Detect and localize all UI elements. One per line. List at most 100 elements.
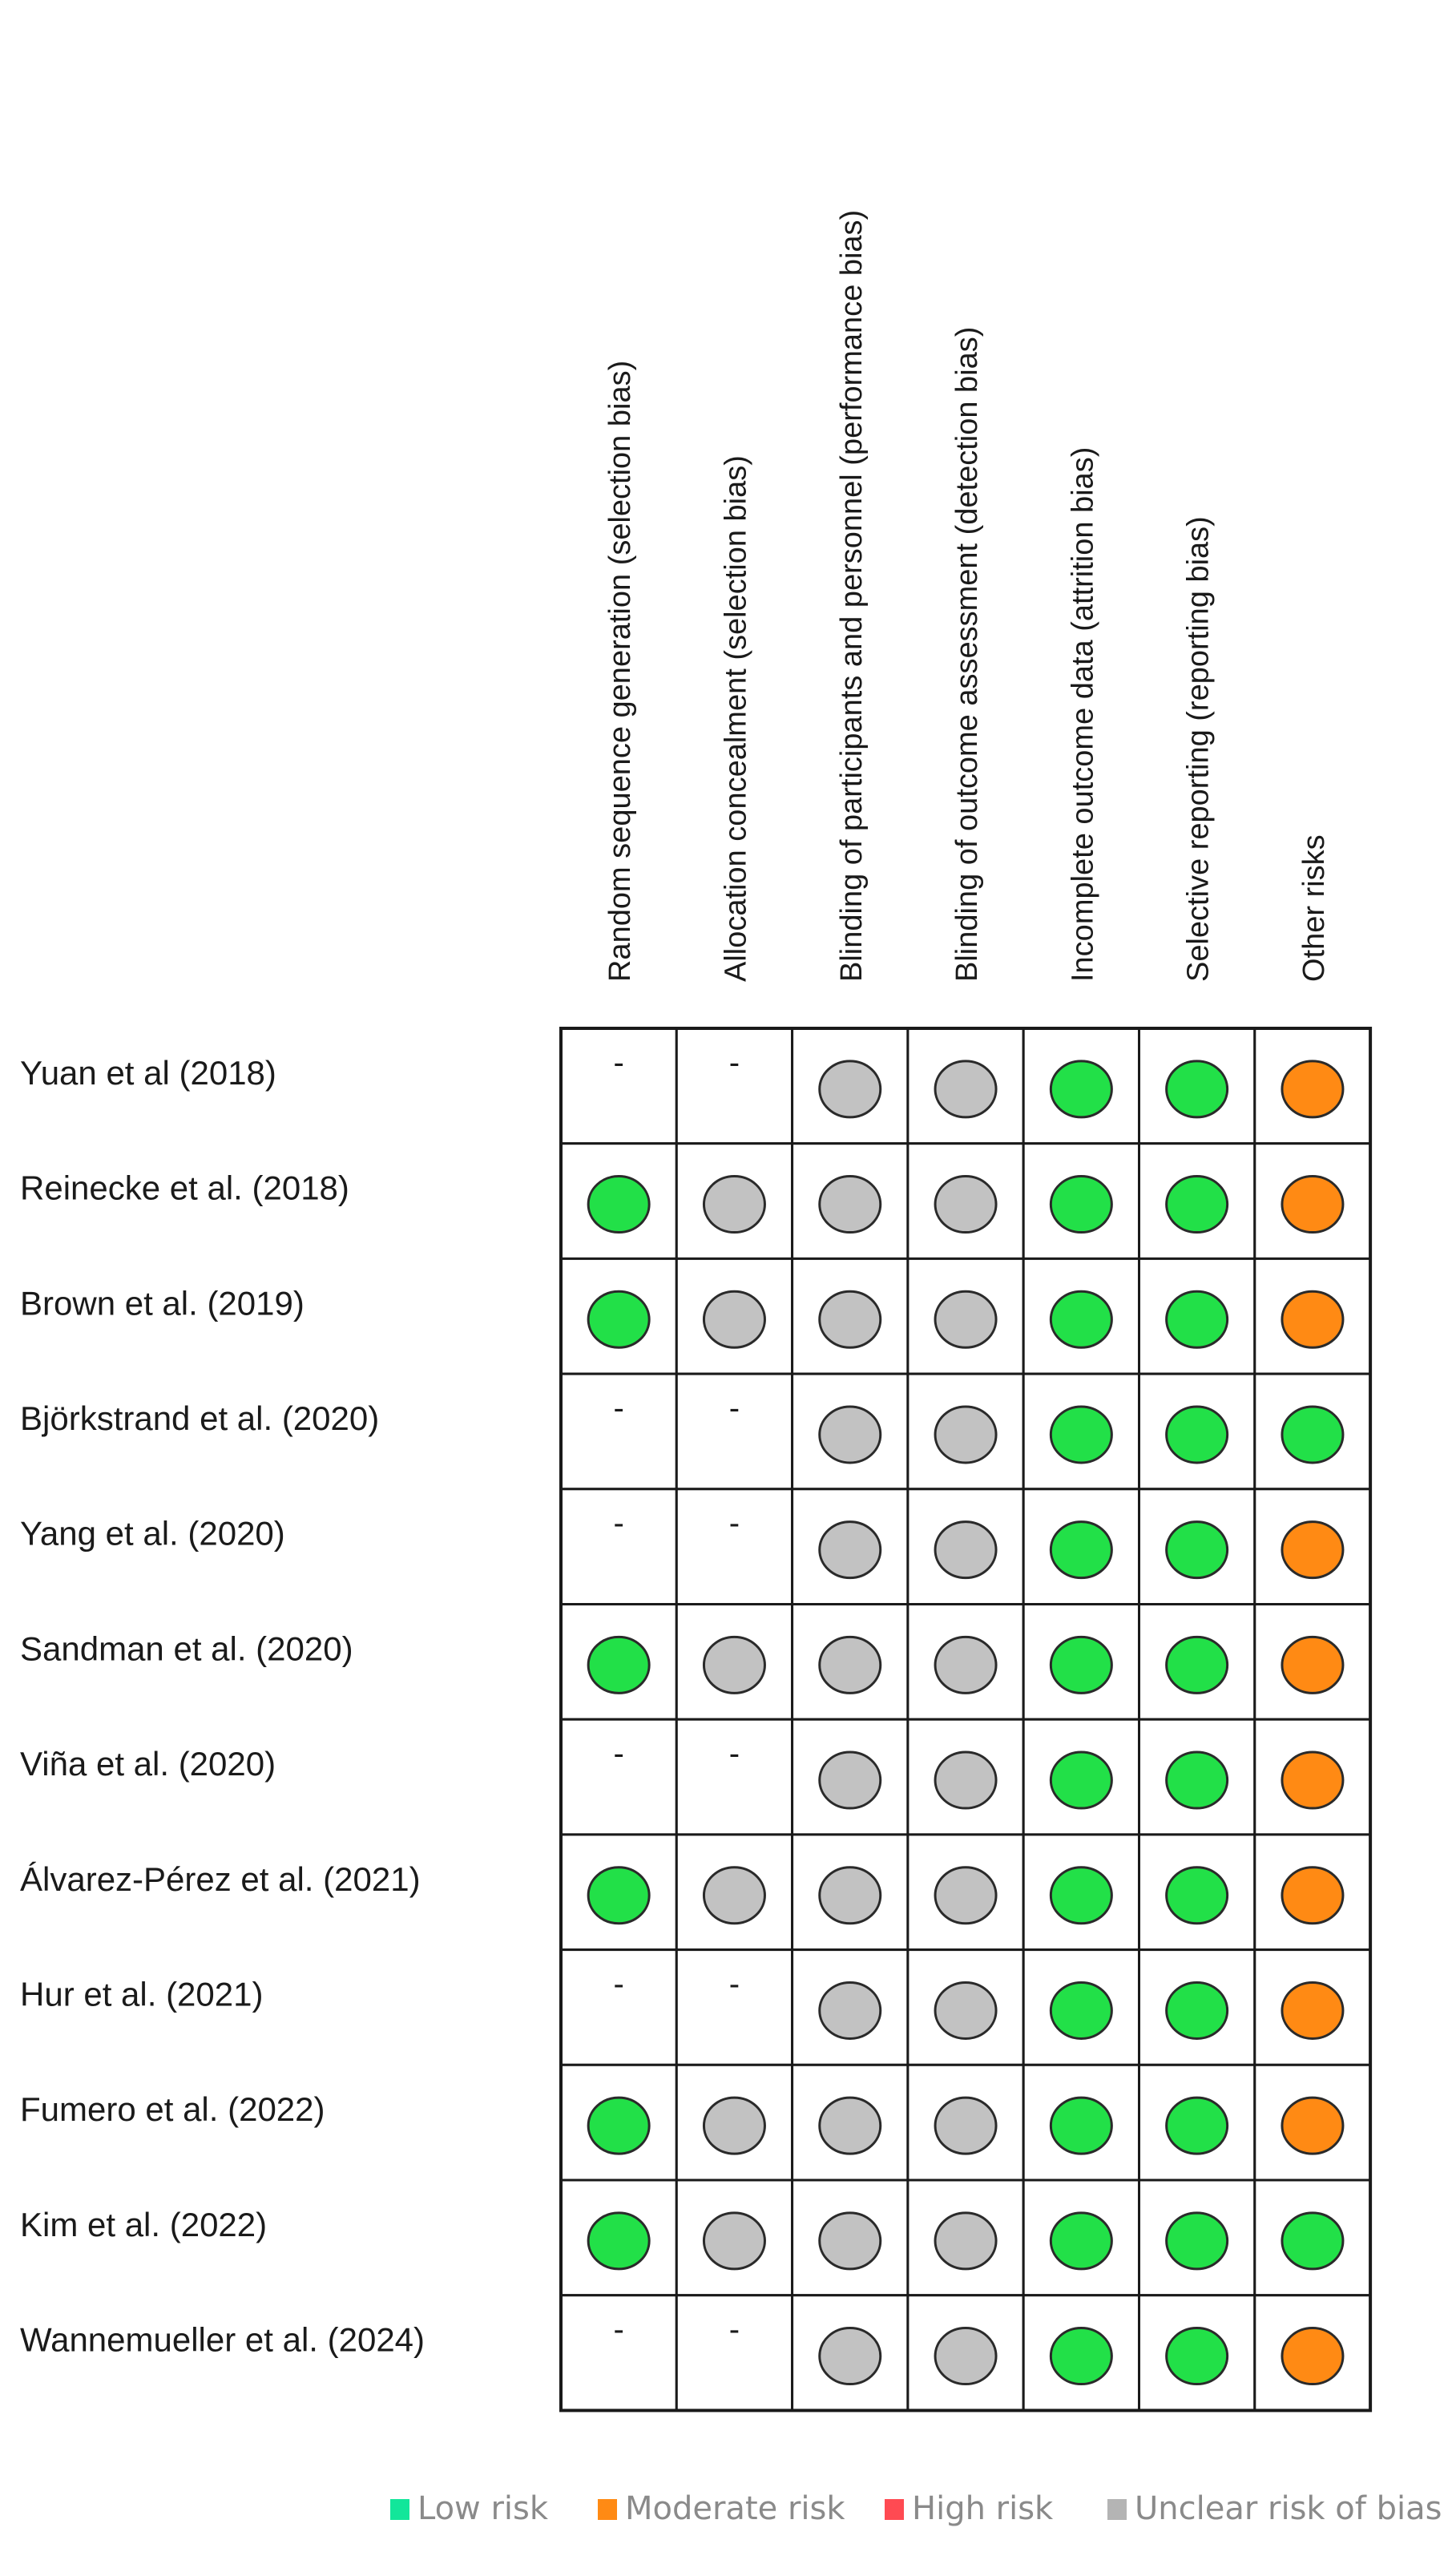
rating-unclear-circle (818, 1520, 882, 1580)
rating-none-mark: - (613, 2312, 623, 2348)
study-label-vi-a-et-al-2020: Viña et al. (2020) (20, 1745, 276, 1783)
legend-swatch-low (390, 2499, 409, 2520)
rating-moderate-circle (1281, 1290, 1345, 1349)
study-label-hur-et-al-2021: Hur et al. (2021) (20, 1975, 263, 2013)
rating-low-circle (1165, 1060, 1229, 1119)
domain-labels: Random sequence generation (selection bi… (603, 210, 1331, 982)
rating-none-mark: - (729, 2312, 740, 2348)
rating-unclear-circle (934, 1520, 998, 1580)
study-label-reinecke-et-al-2018: Reinecke et al. (2018) (20, 1169, 349, 1207)
rating-unclear-circle (702, 1866, 766, 1925)
rating-moderate-circle (1281, 1635, 1345, 1694)
study-label-yang-et-al-2020: Yang et al. (2020) (20, 1515, 285, 1553)
rating-unclear-circle (934, 2327, 998, 2386)
rating-low-circle (587, 2096, 651, 2155)
rating-unclear-circle (818, 1635, 882, 1694)
rating-unclear-circle (818, 1290, 882, 1349)
rating-low-circle (1049, 2327, 1113, 2386)
rating-none-mark: - (729, 1736, 740, 1771)
rating-none-mark: - (613, 1391, 623, 1426)
study-label-brown-et-al-2019: Brown et al. (2019) (20, 1284, 305, 1322)
domain-label-4: Blinding of outcome assessment (detectio… (950, 327, 984, 982)
grid-cell (559, 1027, 678, 1145)
rating-none-mark: - (613, 1736, 623, 1771)
rating-low-circle (1165, 2096, 1229, 2155)
rating-low-circle (1049, 1060, 1113, 1119)
study-label-lvarez-p-rez-et-al-2021: Álvarez-Pérez et al. (2021) (20, 1860, 421, 1898)
domain-label-3: Blinding of participants and personnel (… (835, 210, 869, 982)
rating-low-circle (587, 1175, 651, 1234)
rating-unclear-circle (934, 1175, 998, 1234)
domain-label-7: Other risks (1297, 834, 1331, 982)
legend-label-high: High risk (912, 2490, 1054, 2527)
domain-label-5: Incomplete outcome data (attrition bias) (1066, 447, 1099, 982)
rating-low-circle (1165, 2211, 1229, 2271)
rating-unclear-circle (818, 1866, 882, 1925)
domain-label-1: Random sequence generation (selection bi… (603, 361, 637, 982)
rating-unclear-circle (934, 1981, 998, 2040)
rating-moderate-circle (1281, 1520, 1345, 1580)
rating-unclear-circle (934, 1866, 998, 1925)
rating-unclear-circle (818, 1750, 882, 1810)
grid-cell (559, 1488, 678, 1606)
legend-label-unclear: Unclear risk of bias (1135, 2490, 1442, 2527)
rating-unclear-circle (702, 1175, 766, 1234)
rating-low-circle (587, 1866, 651, 1925)
rating-low-circle (1281, 1405, 1345, 1464)
rating-low-circle (587, 2211, 651, 2271)
rating-low-circle (1165, 1175, 1229, 1234)
rating-unclear-circle (934, 1635, 998, 1694)
rating-none-mark: - (729, 1045, 740, 1080)
rating-none-mark: - (729, 1506, 740, 1541)
rating-unclear-circle (934, 1290, 998, 1349)
rating-unclear-circle (818, 2096, 882, 2155)
rating-none-mark: - (613, 1045, 623, 1080)
rating-none-mark: - (613, 1966, 623, 2001)
rating-low-circle (1049, 1175, 1113, 1234)
rating-unclear-circle (818, 1175, 882, 1234)
grid-cell (1253, 1142, 1372, 1260)
grid-border (559, 1027, 1373, 2413)
rating-low-circle (1049, 1290, 1113, 1349)
rating-low-circle (1049, 1405, 1113, 1464)
study-label-sandman-et-al-2020: Sandman et al. (2020) (20, 1629, 353, 1667)
rating-unclear-circle (934, 2211, 998, 2271)
rating-low-circle (1049, 1520, 1113, 1580)
rating-low-circle (1165, 1290, 1229, 1349)
rating-none-mark: - (613, 1506, 623, 1541)
legend-swatch-high (885, 2499, 904, 2520)
rating-unclear-circle (934, 1405, 998, 1464)
rating-low-circle (1281, 2211, 1345, 2271)
rating-low-circle (1165, 1981, 1229, 2040)
legend: Low risk Moderate risk High risk Unclear ri… (390, 2490, 1442, 2527)
legend-label-moderate: Moderate risk (625, 2490, 845, 2527)
rating-none-mark: - (729, 1966, 740, 2001)
rating-moderate-circle (1281, 1750, 1345, 1810)
rating-moderate-circle (1281, 1060, 1345, 1119)
rating-unclear-circle (818, 1405, 882, 1464)
grid-cell (906, 1603, 1025, 1721)
rating-unclear-circle (934, 1750, 998, 1810)
rating-low-circle (1049, 1866, 1113, 1925)
study-label-wannemueller-et-al-2024: Wannemueller et al. (2024) (20, 2321, 425, 2359)
legend-swatch-moderate (598, 2499, 617, 2520)
rating-moderate-circle (1281, 1866, 1345, 1925)
domain-label-2: Allocation concealment (selection bias) (719, 455, 752, 982)
rating-unclear-circle (818, 1981, 882, 2040)
rating-unclear-circle (934, 1060, 998, 1119)
rating-low-circle (1049, 1981, 1113, 2040)
legend-label-low: Low risk (417, 2490, 549, 2527)
rating-none-mark: - (729, 1391, 740, 1426)
rating-low-circle (1165, 1405, 1229, 1464)
rating-moderate-circle (1281, 1175, 1345, 1234)
rating-unclear-circle (702, 1635, 766, 1694)
rating-low-circle (1165, 1866, 1229, 1925)
rating-low-circle (1165, 1750, 1229, 1810)
grid-cell (675, 1372, 794, 1491)
grid-cell (675, 2294, 794, 2412)
study-labels: Yuan et al (2018) Reinecke et al. (2018) B… (20, 1054, 425, 2359)
grid-cell (559, 1718, 678, 1836)
rating-low-circle (1049, 1635, 1113, 1694)
rating-moderate-circle (1281, 2096, 1345, 2155)
